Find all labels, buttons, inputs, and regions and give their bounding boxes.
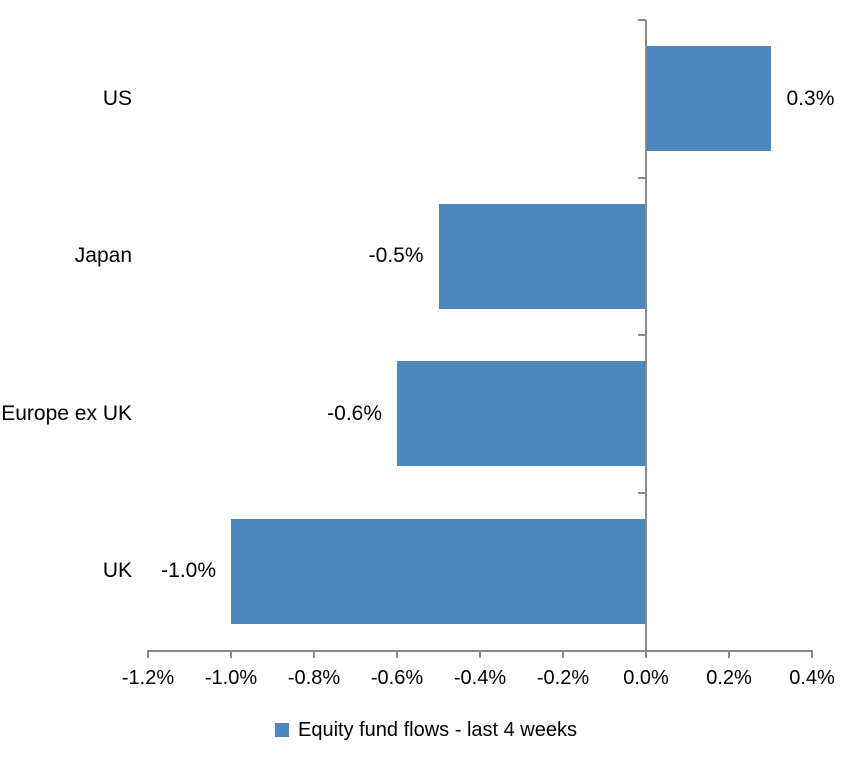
x-axis-tick: [479, 650, 481, 658]
data-label: -0.5%: [368, 244, 424, 268]
data-label: -0.6%: [327, 401, 382, 425]
x-axis-tick: [396, 650, 398, 658]
x-tick-label: -0.2%: [536, 667, 590, 689]
bar: [646, 46, 771, 152]
x-axis-tick: [562, 650, 564, 658]
x-tick-label: -0.6%: [370, 667, 424, 689]
category-label: Japan: [74, 244, 132, 268]
category-axis-tick: [638, 19, 646, 21]
x-tick-label: -0.8%: [287, 667, 341, 689]
category-axis-tick: [638, 176, 646, 179]
x-axis-tick: [728, 650, 730, 658]
x-tick-label: 0.4%: [789, 667, 835, 689]
legend-label: Equity fund flows - last 4 weeks: [297, 719, 577, 741]
zero-axis-line: [645, 20, 647, 650]
x-tick-label: 0.2%: [706, 667, 752, 689]
x-axis-tick: [313, 650, 315, 658]
data-label: -1.0%: [161, 559, 216, 583]
x-axis-tick: [230, 650, 232, 658]
x-axis-tick: [645, 650, 647, 658]
data-label: 0.3%: [786, 86, 835, 110]
x-tick-label: -1.2%: [121, 667, 175, 689]
category-label: US: [102, 86, 132, 110]
bar: [231, 518, 646, 624]
x-axis-tick: [147, 650, 149, 658]
category-axis-tick: [638, 491, 646, 494]
x-tick-label: -0.4%: [453, 667, 507, 689]
bar: [438, 203, 646, 309]
category-label: Europe ex UK: [1, 401, 132, 425]
x-axis-tick: [811, 650, 813, 658]
legend-marker-icon: [274, 723, 289, 737]
x-tick-label: 0.0%: [623, 667, 669, 689]
x-tick-label: -1.0%: [204, 667, 258, 689]
bar: [397, 361, 646, 467]
category-label: UK: [102, 559, 132, 583]
legend: Equity fund flows - last 4 weeks: [0, 718, 852, 742]
category-axis-tick: [638, 334, 646, 336]
